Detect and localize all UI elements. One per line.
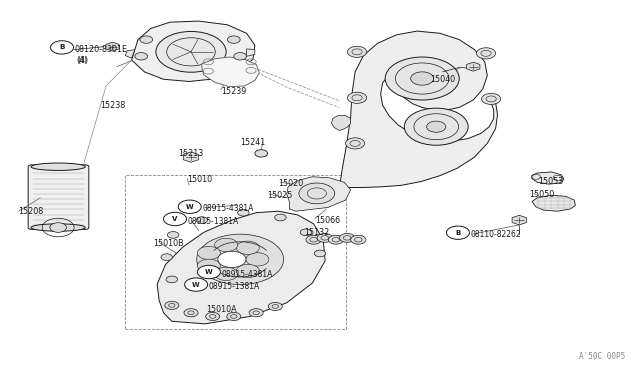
Circle shape xyxy=(476,48,495,59)
Text: W: W xyxy=(205,269,212,275)
Circle shape xyxy=(178,200,201,214)
Circle shape xyxy=(339,234,355,242)
Circle shape xyxy=(166,276,177,283)
Circle shape xyxy=(197,259,220,272)
Polygon shape xyxy=(157,211,325,324)
Text: 15208: 15208 xyxy=(19,207,44,216)
Circle shape xyxy=(164,212,186,226)
Text: 15010A: 15010A xyxy=(206,305,237,314)
Circle shape xyxy=(447,226,469,239)
Circle shape xyxy=(351,235,366,244)
Circle shape xyxy=(214,238,237,251)
Circle shape xyxy=(300,229,312,235)
Circle shape xyxy=(348,92,367,103)
Text: (4): (4) xyxy=(77,56,88,65)
Circle shape xyxy=(197,265,220,279)
Circle shape xyxy=(249,309,263,317)
Circle shape xyxy=(197,246,220,260)
Text: 15241: 15241 xyxy=(240,138,266,147)
Text: 15010B: 15010B xyxy=(153,239,183,248)
Text: W: W xyxy=(186,204,193,210)
Polygon shape xyxy=(339,31,497,190)
Circle shape xyxy=(234,52,246,60)
Text: 08110-82262: 08110-82262 xyxy=(470,230,522,240)
Text: 08915-1381A: 08915-1381A xyxy=(188,217,239,226)
Circle shape xyxy=(161,254,173,260)
Circle shape xyxy=(227,312,241,321)
Text: A'50C 00P5: A'50C 00P5 xyxy=(579,352,625,361)
Polygon shape xyxy=(106,42,119,51)
Polygon shape xyxy=(246,49,255,56)
Text: 15132: 15132 xyxy=(304,228,330,237)
Circle shape xyxy=(135,52,148,60)
Polygon shape xyxy=(512,215,527,225)
Circle shape xyxy=(184,309,198,317)
Circle shape xyxy=(196,217,207,224)
Circle shape xyxy=(299,183,335,204)
Circle shape xyxy=(140,36,153,43)
Polygon shape xyxy=(132,21,255,81)
Polygon shape xyxy=(467,62,480,71)
Circle shape xyxy=(404,108,468,145)
Polygon shape xyxy=(332,116,351,131)
Circle shape xyxy=(214,267,237,280)
Circle shape xyxy=(236,241,259,254)
Text: 15010: 15010 xyxy=(187,175,212,184)
Text: 15066: 15066 xyxy=(315,216,340,225)
Text: W: W xyxy=(192,282,200,288)
FancyBboxPatch shape xyxy=(28,165,89,230)
Circle shape xyxy=(168,232,179,238)
Circle shape xyxy=(411,72,434,85)
Circle shape xyxy=(50,223,67,232)
Polygon shape xyxy=(532,195,575,211)
Text: 15239: 15239 xyxy=(221,87,246,96)
Text: 15050: 15050 xyxy=(529,190,555,199)
Circle shape xyxy=(227,36,240,43)
Circle shape xyxy=(481,93,500,105)
Polygon shape xyxy=(532,172,564,184)
Polygon shape xyxy=(287,177,351,211)
Polygon shape xyxy=(202,57,259,87)
Circle shape xyxy=(184,278,207,291)
Circle shape xyxy=(165,301,179,310)
Circle shape xyxy=(51,41,74,54)
Text: (4): (4) xyxy=(76,56,87,65)
Circle shape xyxy=(196,234,284,285)
Ellipse shape xyxy=(31,163,85,170)
Text: 08120-8301E: 08120-8301E xyxy=(75,45,128,54)
Ellipse shape xyxy=(31,224,85,231)
Text: 15040: 15040 xyxy=(430,75,455,84)
Text: 08915-1381A: 08915-1381A xyxy=(209,282,260,291)
Circle shape xyxy=(317,234,332,242)
Text: 15053: 15053 xyxy=(538,177,564,186)
Text: 08915-4381A: 08915-4381A xyxy=(202,205,254,214)
Circle shape xyxy=(328,235,344,244)
Circle shape xyxy=(314,250,326,257)
Circle shape xyxy=(427,121,446,132)
Text: 15025: 15025 xyxy=(268,191,293,200)
Circle shape xyxy=(348,46,367,57)
Circle shape xyxy=(385,57,460,100)
Circle shape xyxy=(246,253,269,266)
Circle shape xyxy=(306,235,321,244)
Circle shape xyxy=(346,138,365,149)
Text: B: B xyxy=(455,230,461,236)
Circle shape xyxy=(205,312,220,321)
Text: V: V xyxy=(172,216,178,222)
Text: 15238: 15238 xyxy=(100,101,125,110)
Circle shape xyxy=(275,214,286,221)
Circle shape xyxy=(236,264,259,278)
Text: B: B xyxy=(60,44,65,50)
Polygon shape xyxy=(125,49,135,58)
Polygon shape xyxy=(183,152,199,162)
Text: 15020: 15020 xyxy=(278,179,304,187)
Text: 15213: 15213 xyxy=(178,149,204,158)
Circle shape xyxy=(218,251,246,267)
Circle shape xyxy=(255,150,268,157)
Circle shape xyxy=(156,32,226,72)
Circle shape xyxy=(268,302,282,311)
Text: 08915-4381A: 08915-4381A xyxy=(221,270,273,279)
Circle shape xyxy=(237,209,249,216)
